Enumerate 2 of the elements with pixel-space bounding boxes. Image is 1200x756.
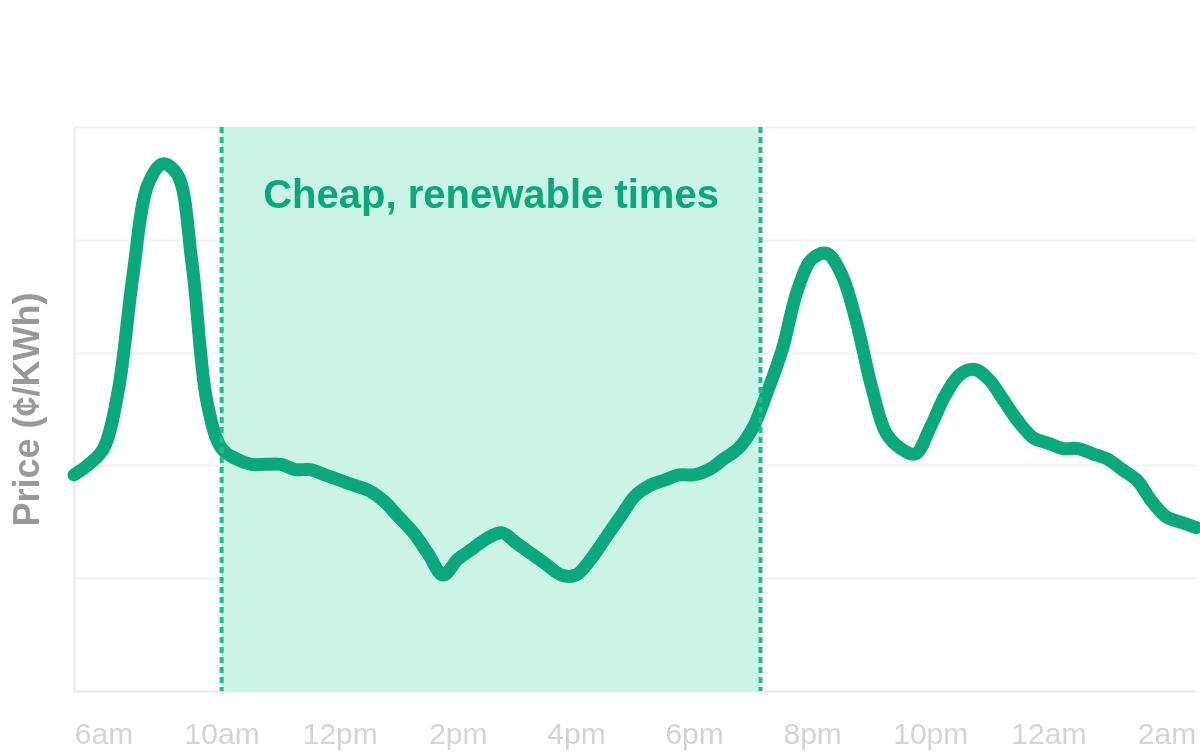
y-axis-title: Price (¢/KWh) [5,292,47,527]
annotation: Cheap, renewable times [263,172,719,216]
